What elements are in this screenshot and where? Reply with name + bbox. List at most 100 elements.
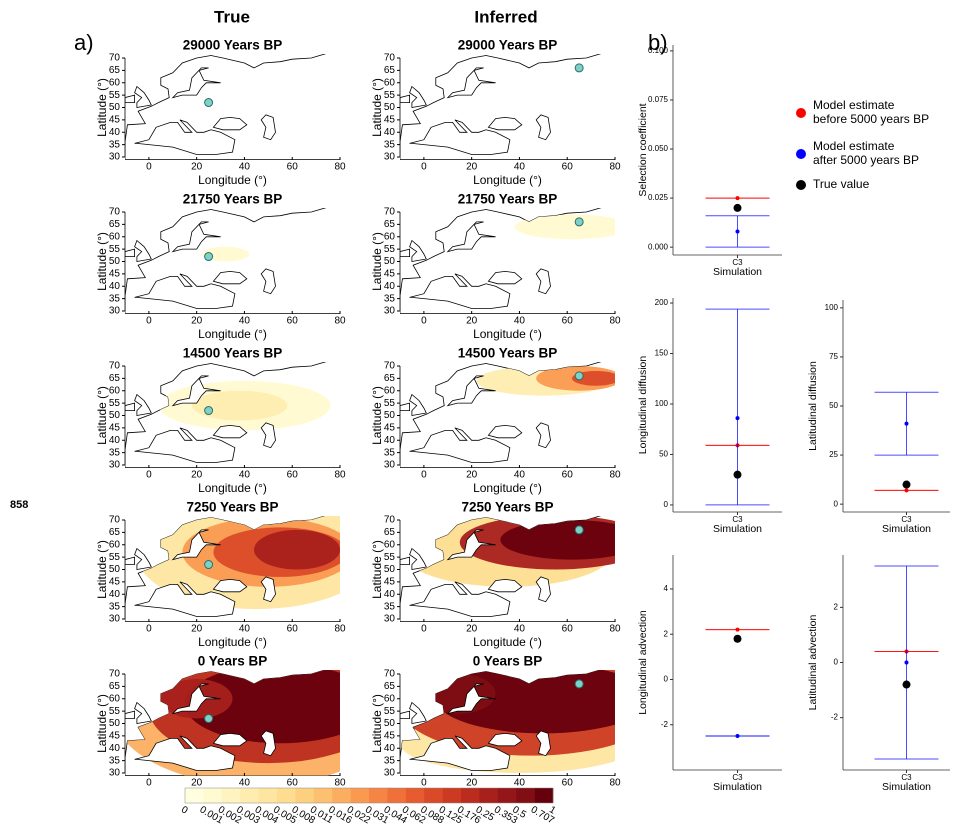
- y-tick-label: 0: [664, 675, 669, 684]
- y-tick-label: 40: [109, 127, 121, 138]
- y-tick-label: 60: [109, 77, 121, 88]
- legend-label: Model estimate after 5000 years BP: [813, 139, 919, 167]
- colorbar-swatch: [221, 788, 241, 803]
- map-title: 21750 Years BP: [183, 192, 283, 207]
- heat: [400, 670, 615, 773]
- x-axis-label: Simulation: [882, 781, 931, 793]
- x-tick-label: 80: [334, 470, 346, 481]
- sea: [535, 730, 551, 757]
- map-panel: 0 Years BP303540455055606570020406080Lon…: [95, 654, 346, 804]
- x-tick-label: 80: [609, 470, 621, 481]
- x-tick-label: 40: [514, 162, 526, 173]
- colorbar-label: 1: [547, 804, 558, 817]
- side-number: 858: [10, 499, 28, 511]
- y-tick-label: 60: [384, 385, 396, 396]
- x-tick-label: 0: [421, 778, 427, 789]
- y-tick-label: 50: [384, 256, 396, 267]
- sea: [260, 422, 276, 449]
- map-area: [125, 516, 340, 622]
- sea: [134, 273, 236, 309]
- y-tick-label: 65: [109, 373, 121, 384]
- origin-point: [204, 406, 214, 416]
- y-tick-label: 55: [109, 244, 121, 255]
- x-tick-label: 0: [146, 624, 152, 635]
- y-tick-label: 75: [829, 352, 838, 361]
- heat-region: [572, 370, 615, 386]
- y-tick-label: 50: [384, 410, 396, 421]
- heat: [158, 380, 331, 431]
- y-tick-label: 45: [109, 577, 121, 588]
- origin-point: [204, 714, 214, 724]
- y-tick-label: 0.100: [648, 46, 669, 55]
- origin-point: [204, 252, 214, 262]
- x-tick-label: 40: [514, 778, 526, 789]
- sea: [487, 116, 523, 131]
- origin-point: [574, 371, 584, 381]
- y-tick-label: 45: [384, 423, 396, 434]
- sea: [487, 578, 523, 593]
- y-tick-label: 40: [109, 589, 121, 600]
- map-area: [400, 362, 615, 468]
- y-axis-label: Latitude (°): [95, 694, 109, 753]
- map-area: [125, 208, 340, 314]
- y-axis-label: Latitude (°): [370, 386, 384, 445]
- x-tick-label: 20: [466, 162, 478, 173]
- sea: [171, 221, 221, 253]
- y-tick-label: 4: [664, 584, 669, 593]
- sea: [409, 427, 511, 463]
- y-tick-label: 35: [384, 447, 396, 458]
- estimate-point: [733, 470, 742, 479]
- column-header: True: [214, 7, 250, 26]
- x-axis-label: Simulation: [713, 266, 762, 278]
- y-tick-label: 2: [664, 629, 669, 638]
- x-tick-label: 60: [562, 162, 574, 173]
- y-tick-label: 0: [664, 500, 669, 509]
- y-axis-label: Longitudinal advection: [637, 610, 649, 715]
- x-tick-label: 60: [562, 470, 574, 481]
- x-axis-label: Longitude (°): [473, 635, 542, 649]
- y-tick-label: 40: [384, 435, 396, 446]
- heat: [136, 516, 340, 610]
- sea: [260, 268, 276, 295]
- sea: [409, 581, 511, 617]
- legend-label: True value: [813, 177, 870, 191]
- y-tick-label: 0: [834, 499, 839, 508]
- x-axis-label: Longitude (°): [198, 327, 267, 341]
- y-tick-label: 35: [384, 139, 396, 150]
- y-tick-label: 60: [384, 539, 396, 550]
- y-tick-label: 30: [109, 460, 121, 471]
- heat-region: [191, 390, 288, 421]
- island: [400, 94, 410, 103]
- sea: [409, 735, 511, 771]
- x-tick-label: 40: [239, 316, 251, 327]
- x-tick-label: 0: [421, 316, 427, 327]
- colorbar-swatch: [313, 788, 333, 803]
- island: [409, 701, 427, 724]
- y-tick-label: 70: [384, 515, 396, 526]
- y-tick-label: 45: [384, 269, 396, 280]
- y-tick-label: 60: [384, 77, 396, 88]
- y-tick-label: 70: [109, 53, 121, 64]
- map-title: 14500 Years BP: [183, 346, 283, 361]
- sea: [260, 576, 276, 603]
- colorbar-swatch: [185, 788, 204, 803]
- y-tick-label: 50: [109, 256, 121, 267]
- colorbar-swatch: [350, 788, 370, 803]
- y-tick-label: 35: [109, 139, 121, 150]
- y-axis-label: Latitudinal diffusion: [807, 361, 819, 451]
- x-axis-label: Simulation: [713, 781, 762, 793]
- island: [409, 393, 427, 416]
- sea: [409, 119, 511, 155]
- legend-line: Model estimate: [813, 98, 895, 112]
- y-tick-label: 50: [109, 718, 121, 729]
- colorbar-swatch: [497, 788, 517, 803]
